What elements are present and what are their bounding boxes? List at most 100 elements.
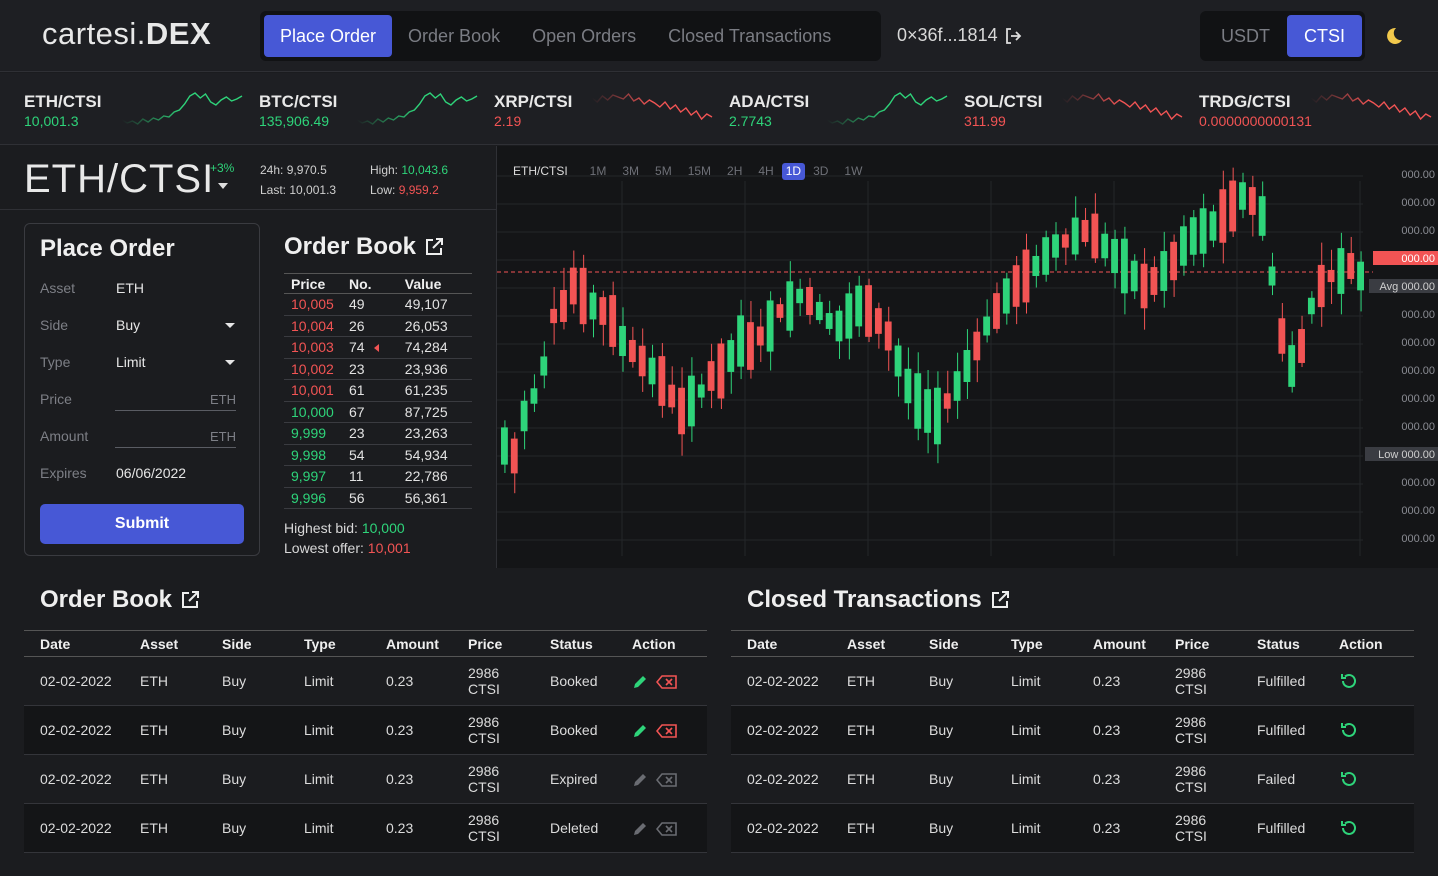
order-book-row[interactable]: 9,997 11 22,786 [284, 465, 472, 488]
ticker-ada-ctsi[interactable]: ADA/CTSI 2.7743 [729, 92, 948, 129]
period-15m[interactable]: 15M [687, 164, 712, 178]
period-1m[interactable]: 1M [589, 164, 607, 178]
order-book-row[interactable]: 10,002 23 23,936 [284, 358, 472, 380]
table-row[interactable]: 02-02-2022 ETH Buy Limit 0.23 2986 CTSI Failed [731, 754, 1414, 804]
candle [894, 345, 902, 377]
pair-stats-right: High: 10,043.6 Low: 9,959.2 [370, 163, 449, 197]
tab-place-order[interactable]: Place Order [264, 15, 393, 57]
wallet-address[interactable]: 0×36f...1814 [897, 25, 1022, 46]
amount-input[interactable]: ETH [115, 424, 236, 448]
order-book-row[interactable]: 9,999 23 23,263 [284, 422, 472, 445]
currency-usdt[interactable]: USDT [1221, 25, 1270, 46]
tab-order-book[interactable]: Order Book [408, 25, 501, 46]
delete-icon[interactable] [656, 821, 678, 837]
row-actions [1323, 754, 1414, 804]
table-row[interactable]: 02-02-2022 ETH Buy Limit 0.23 2986 CTSI Expire… [24, 754, 707, 804]
ticker-sol-ctsi[interactable]: SOL/CTSI 311.99 [964, 92, 1183, 129]
table-row[interactable]: 02-02-2022 ETH Buy Limit 0.23 2986 CTSI Fulfil… [731, 803, 1414, 853]
open-orders-heading: Order Book [40, 586, 200, 614]
refresh-icon[interactable] [1339, 671, 1359, 691]
candle [1130, 260, 1138, 292]
candle [501, 427, 508, 465]
order-book-row[interactable]: 10,001 61 61,235 [284, 379, 472, 402]
external-link-icon[interactable] [424, 237, 444, 257]
candle [1160, 251, 1168, 291]
chart-pair-label: ETH/CTSI [513, 164, 568, 178]
candle [687, 375, 695, 427]
side-select[interactable]: Side Buy [40, 313, 245, 337]
table-row[interactable]: 02-02-2022 ETH Buy Limit 0.23 2986 CTSI Fulfil… [731, 656, 1414, 706]
avg-label: Avg 000.00 [1380, 281, 1435, 293]
order-book-row[interactable]: 10,000 67 87,725 [284, 401, 472, 423]
ticker-eth-ctsi[interactable]: ETH/CTSI 10,001.3 [24, 92, 243, 129]
ticker-btc-ctsi[interactable]: BTC/CTSI 135,906.49 [259, 92, 478, 129]
y-tick-label: 000.00 [1401, 169, 1435, 181]
candle [1170, 241, 1178, 281]
table-row[interactable]: 02-02-2022 ETH Buy Limit 0.23 2986 CTSI Fulfil… [731, 705, 1414, 755]
ticker-strip: ETH/CTSI 10,001.3 BTC/CTSI 135,906.49 XRP/CT… [0, 73, 1438, 145]
logo[interactable]: cartesi.DEX [42, 16, 212, 51]
period-1w[interactable]: 1W [844, 164, 863, 178]
currency-ctsi[interactable]: CTSI [1287, 15, 1363, 57]
submit-button[interactable]: Submit [40, 504, 244, 544]
edit-icon[interactable] [632, 821, 648, 837]
y-tick-label: 000.00 [1401, 533, 1435, 545]
candle [983, 316, 991, 336]
chevron-down-icon[interactable] [218, 183, 228, 189]
type-select[interactable]: Type Limit [40, 350, 245, 374]
period-2h[interactable]: 2H [727, 164, 743, 178]
delete-icon[interactable] [656, 723, 678, 739]
table-row[interactable]: 02-02-2022 ETH Buy Limit 0.23 2986 CTSI Booked [24, 705, 707, 755]
refresh-icon[interactable] [1339, 720, 1359, 740]
order-book-row[interactable]: 9,996 56 56,361 [284, 487, 472, 509]
candle [1071, 217, 1079, 255]
edit-icon[interactable] [632, 723, 648, 739]
candle [579, 267, 587, 325]
period-1d[interactable]: 1D [781, 163, 806, 180]
refresh-icon[interactable] [1339, 769, 1359, 789]
period-4h[interactable]: 4H [758, 164, 774, 178]
edit-icon[interactable] [632, 772, 648, 788]
external-link-icon[interactable] [990, 590, 1010, 610]
ticker-xrp-ctsi[interactable]: XRP/CTSI 2.19 [494, 92, 713, 129]
expires-field[interactable]: 06/06/2022 [116, 465, 187, 481]
sparkline [826, 92, 948, 125]
order-book-row[interactable]: 10,003 74 74,284 [284, 336, 472, 359]
period-3m[interactable]: 3M [622, 164, 640, 178]
table-row[interactable]: 02-02-2022 ETH Buy Limit 0.23 2986 CTSI Delete… [24, 803, 707, 853]
candle [963, 350, 971, 382]
candle [609, 295, 617, 347]
sparkline [1061, 92, 1183, 121]
delete-icon[interactable] [656, 772, 678, 788]
refresh-icon[interactable] [1339, 818, 1359, 838]
ticker-pair: ADA/CTSI [729, 92, 810, 111]
ticker-trdg-ctsi[interactable]: TRDG/CTSI 0.0000000000131 [1199, 92, 1432, 129]
edit-icon[interactable] [632, 674, 648, 690]
candle [1199, 208, 1207, 254]
delete-icon[interactable] [656, 674, 678, 690]
tab-closed-transactions[interactable]: Closed Transactions [668, 25, 832, 46]
row-actions [616, 656, 707, 706]
candle [884, 321, 892, 351]
tab-open-orders[interactable]: Open Orders [532, 25, 637, 46]
candle [825, 313, 833, 329]
avg-badge [1369, 279, 1438, 293]
external-link-icon[interactable] [180, 590, 200, 610]
order-book-row[interactable]: 10,004 26 26,053 [284, 315, 472, 337]
order-book-row[interactable]: 9,998 54 54,934 [284, 444, 472, 466]
pair-name[interactable]: ETH/CTSI [24, 157, 215, 201]
candle [697, 384, 705, 398]
moon-icon[interactable] [1384, 26, 1404, 46]
ticker-pair: SOL/CTSI [964, 92, 1043, 111]
period-5m[interactable]: 5M [655, 164, 672, 178]
table-row[interactable]: 02-02-2022 ETH Buy Limit 0.23 2986 CTSI Booked [24, 656, 707, 706]
price-chart[interactable]: 000.00 000.00 000.00 000.00 000.00 000.00 000.… [497, 146, 1438, 568]
order-book-row[interactable]: 10,005 49 49,107 [284, 293, 472, 316]
logout-icon[interactable] [1004, 27, 1022, 45]
candle [550, 308, 558, 324]
sparkline [1310, 92, 1432, 121]
price-input[interactable]: ETH [115, 387, 236, 411]
candle [678, 387, 685, 435]
candle [1091, 213, 1099, 259]
period-3d[interactable]: 3D [813, 164, 829, 178]
